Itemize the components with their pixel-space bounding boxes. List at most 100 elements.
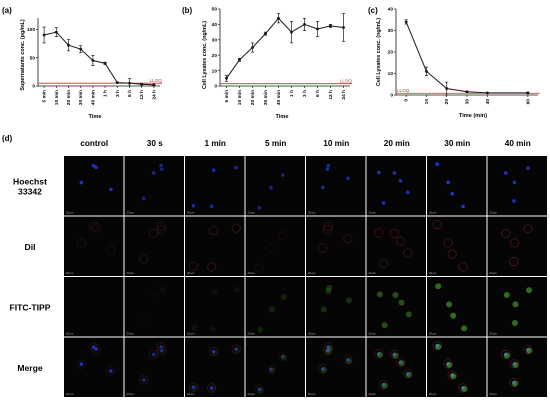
microscopy-tile (366, 337, 426, 397)
fitc-signal (257, 326, 264, 333)
chart-c-xtick-label: 30 (465, 99, 471, 105)
chart-a-xtick-label: 40 min (90, 90, 96, 105)
fitc-signal (280, 294, 287, 301)
hoechst-nucleus (94, 165, 98, 170)
microscopy-tile (64, 277, 124, 337)
fitc-signal (381, 382, 388, 389)
fitc-signal (461, 385, 468, 392)
fitc-signal (526, 287, 533, 294)
dil-membrane (318, 243, 328, 253)
hoechst-nucleus (346, 176, 350, 181)
dil-membrane (106, 245, 116, 255)
fitc-signal (392, 291, 399, 298)
hoechst-nucleus (159, 163, 163, 168)
chart-b-xtick-label: 1 h (289, 90, 295, 97)
dil-membrane (389, 350, 399, 359)
fitc-signal (405, 311, 412, 318)
hoechst-nucleus (269, 185, 273, 190)
fitc-signal (392, 352, 399, 359)
hoechst-nucleus (512, 362, 517, 366)
scale-bar-label: 20 μm (248, 271, 255, 275)
microscopy-tile (245, 277, 305, 337)
microscopy-tile (427, 216, 487, 276)
scale-bar-label: 20 μm (127, 332, 134, 336)
chart-b-xtick-label: 20 min (250, 90, 256, 105)
chart-b: (b) Cell Lysates conc. (ng/mL) Time 0 10 2… (182, 6, 352, 120)
dil-membrane (322, 225, 332, 235)
fitc-signal (326, 284, 333, 291)
chart-b-xtick-label: 30 min (263, 90, 269, 105)
dil-membrane (343, 234, 353, 244)
chart-c-data-point (445, 87, 449, 90)
chart-c-data-point (465, 90, 469, 94)
fitc-signal (461, 325, 468, 332)
chart-b-xtick-label: 6 h (315, 90, 321, 97)
scale-bar-label: 20 μm (369, 271, 376, 275)
fitc-signal (234, 286, 241, 293)
dil-membrane (231, 223, 241, 233)
hoechst-nucleus (461, 204, 465, 209)
hoechst-nucleus (398, 360, 403, 364)
scale-bar-label: 20 μm (308, 332, 315, 336)
hoechst-nucleus (405, 190, 410, 195)
chart-c-xlabel: Time (min) (459, 113, 487, 119)
fitc-signal (268, 367, 275, 374)
chart-b-xtick-label: 12 h (328, 90, 334, 100)
microscopy-tile (306, 216, 366, 276)
microscopy-tile (245, 337, 305, 397)
microscopy-column-label: 40 min (505, 139, 531, 148)
microscopy-tile (124, 277, 184, 337)
hoechst-nucleus (392, 171, 397, 175)
scale-bar-label: 20 μm (187, 271, 194, 275)
dil-membrane (389, 229, 399, 238)
chart-b-ytick-label: 20 (212, 53, 218, 59)
hoechst-nucleus (109, 187, 113, 192)
chart-b-ytick-label: 0 (214, 84, 217, 90)
chart-c-series-line (405, 21, 528, 94)
chart-c-xtick-label: 60 (525, 99, 531, 105)
chart-c-xtick-label: 20 (444, 99, 450, 105)
fitc-signal (435, 343, 442, 350)
chart-b-ylabel: Cell Lysates conc. (ng/mL) (202, 21, 208, 89)
dil-membrane (207, 262, 217, 272)
microscopy-column-label: 30 min (444, 139, 470, 148)
hoechst-nucleus (450, 191, 454, 196)
scale-bar-label: 20 μm (187, 332, 194, 336)
chart-c-ytick-label: 30 (388, 28, 394, 34)
chart-b-xtick-label: 24 h (341, 90, 347, 100)
chart-a-series-line (43, 31, 154, 86)
hoechst-nucleus (141, 378, 146, 382)
fitc-signal (446, 361, 453, 368)
chart-b-data-point (290, 30, 293, 34)
dil-membrane (209, 347, 219, 357)
hoechst-nucleus (159, 349, 164, 353)
chart-b-series-line (226, 17, 344, 79)
scale-bar-label: 20 μm (429, 392, 436, 396)
fitc-signal (160, 288, 166, 294)
dil-membrane (501, 350, 511, 359)
chart-c-ytick-label: 20 (388, 50, 394, 56)
scale-bar-label: 20 μm (308, 271, 315, 275)
microscopy-column-label: control (80, 139, 108, 148)
chart-c-xtick-label: 40 (485, 99, 491, 105)
chart-a-xtick-label: 3 h (115, 90, 121, 97)
fitc-signal (512, 301, 519, 308)
hoechst-nucleus (503, 171, 508, 175)
scale-bar-label: 20 μm (490, 271, 497, 275)
chart-b-ytick-label: 30 (212, 38, 218, 44)
fitc-signal (511, 319, 518, 326)
hoechst-nucleus (211, 168, 216, 172)
fitc-signal (398, 299, 405, 306)
dil-membrane (447, 370, 457, 380)
dil-membrane (323, 342, 333, 352)
fitc-signal (435, 283, 442, 290)
scale-bar-label: 20 μm (490, 332, 497, 336)
microscopy-tile (306, 156, 366, 216)
fitc-signal (503, 352, 510, 359)
microscopy-tile (64, 216, 124, 276)
scale-bar-label: 20 μm (127, 211, 134, 215)
microscopy-grid: (d) control 30 s 1 min 5 min 10 min 20 min 30 … (2, 134, 547, 397)
hoechst-nucleus (94, 347, 98, 351)
hoechst-nucleus (326, 163, 331, 168)
